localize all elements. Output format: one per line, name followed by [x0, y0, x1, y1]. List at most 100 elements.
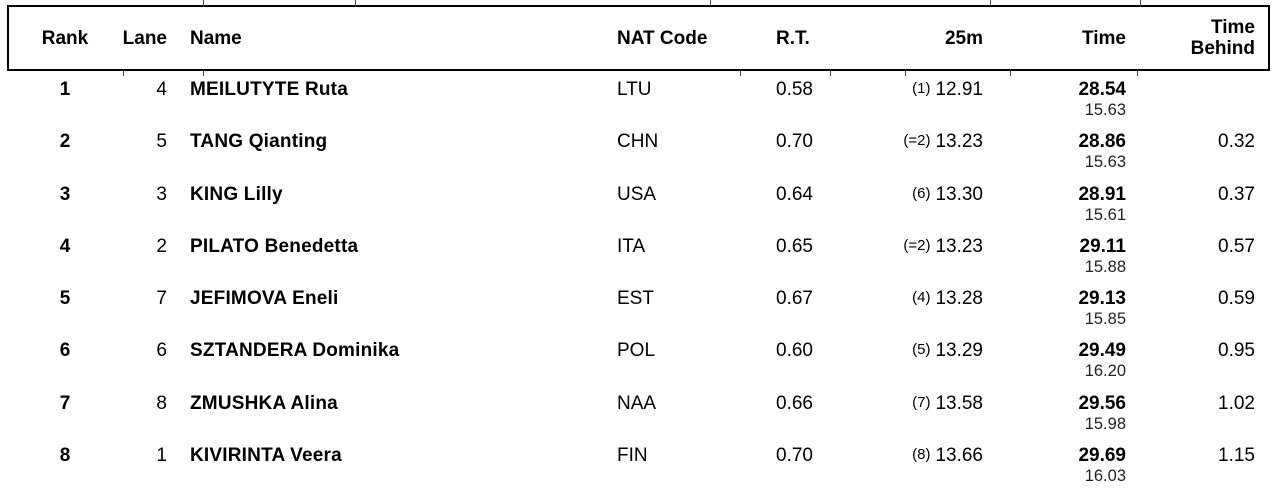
time-behind-cell: 1.02: [1218, 392, 1255, 414]
col-time-behind-label: Time Behind: [1126, 17, 1255, 59]
result-row: 2 5 TANG Qianting CHN 0.70 (=2) 13.23 28.…: [0, 132, 1255, 184]
final-time-cell: 28.54 15.63: [983, 80, 1126, 119]
reaction-time-cell: 0.70: [776, 131, 813, 153]
nat-code-cell: ITA: [617, 235, 646, 257]
col-nat-code-label: NAT Code: [617, 27, 708, 49]
lane-cell: 4: [156, 79, 167, 100]
time-behind-cell: 0.57: [1218, 235, 1255, 257]
reaction-time-cell: 0.60: [776, 340, 813, 362]
swimmer-name-cell: KING Lilly: [190, 183, 283, 205]
25m-rank-position: (=2): [903, 236, 931, 254]
swimmer-name-cell: TANG Qianting: [190, 131, 328, 153]
second-lap-split: 15.61: [1084, 205, 1126, 224]
column-tick: [990, 0, 991, 6]
nat-code-cell: CHN: [617, 131, 659, 153]
final-time: 29.13: [1078, 288, 1126, 310]
25m-time: 13.66: [935, 445, 983, 467]
second-lap-split: 15.63: [1084, 101, 1126, 119]
25m-time: 13.23: [935, 235, 983, 257]
lane-cell: 2: [156, 235, 167, 257]
swimmer-name-cell: JEFIMOVA Eneli: [190, 288, 339, 310]
header-row: Rank Lane Name NAT Code R.T. 25m Time Ti…: [0, 5, 1255, 71]
25m-time: 13.58: [935, 392, 983, 414]
header-border-box: [7, 5, 1270, 71]
column-tick: [1140, 0, 1141, 6]
final-time: 29.11: [1079, 235, 1127, 257]
swimmer-name-cell: MEILUTYTE Ruta: [190, 79, 348, 100]
col-25m-label: 25m: [944, 27, 983, 49]
column-tick: [1010, 70, 1011, 76]
25m-split-cell: (8) 13.66: [860, 446, 983, 467]
rank-cell: 4: [59, 235, 71, 257]
25m-split-cell: (=2) 13.23: [860, 235, 983, 258]
column-tick: [203, 0, 204, 6]
results-body: 1 4 MEILUTYTE Ruta LTU 0.58 (1) 12.91 28.…: [0, 80, 1255, 498]
reaction-time-cell: 0.58: [776, 79, 813, 100]
final-time: 28.91: [1078, 183, 1126, 205]
rank-cell: 6: [59, 340, 71, 362]
25m-rank-position: (5): [912, 341, 931, 359]
25m-split-cell: (4) 13.28: [860, 289, 983, 310]
reaction-time-cell: 0.70: [776, 445, 813, 467]
25m-split-cell: (6) 13.30: [860, 183, 983, 206]
final-time: 28.54: [1078, 79, 1126, 100]
final-time-cell: 29.69 16.03: [983, 446, 1126, 485]
result-row: 3 3 KING Lilly USA 0.64 (6) 13.30 28.91 1…: [0, 183, 1255, 237]
final-time: 29.69: [1078, 445, 1126, 467]
final-time-cell: 29.13 15.85: [983, 289, 1126, 328]
reaction-time-cell: 0.67: [776, 288, 813, 310]
25m-split-cell: (5) 13.29: [860, 341, 983, 362]
lane-cell: 5: [156, 131, 167, 153]
25m-time: 12.91: [935, 79, 983, 100]
column-tick: [203, 70, 204, 76]
25m-rank-position: (4): [912, 289, 931, 307]
second-lap-split: 16.20: [1084, 362, 1126, 381]
reaction-time-cell: 0.64: [776, 183, 813, 205]
col-rank-label: Rank: [41, 27, 89, 49]
second-lap-split: 15.98: [1084, 414, 1126, 433]
reaction-time-cell: 0.66: [776, 392, 813, 414]
column-tick: [355, 0, 356, 6]
lane-cell: 6: [156, 340, 167, 362]
lane-cell: 3: [156, 183, 167, 205]
swimmer-name-cell: ZMUSHKA Alina: [190, 392, 338, 414]
column-tick: [710, 0, 711, 6]
25m-rank-position: (8): [912, 446, 931, 464]
lane-cell: 8: [156, 392, 167, 414]
25m-rank-position: (7): [912, 393, 931, 411]
col-time-label: Time: [1081, 27, 1126, 49]
result-row: 7 8 ZMUSHKA Alina NAA 0.66 (7) 13.58 29.5…: [0, 392, 1255, 446]
result-row: 8 1 KIVIRINTA Veera FIN 0.70 (8) 13.66 29…: [0, 446, 1255, 498]
rank-cell: 5: [59, 288, 71, 310]
swimmer-name-cell: SZTANDERA Dominika: [190, 340, 400, 362]
time-behind-cell: 0.37: [1218, 183, 1255, 205]
25m-time: 13.28: [935, 288, 983, 310]
time-behind-cell: 0.59: [1218, 288, 1255, 310]
result-row: 1 4 MEILUTYTE Ruta LTU 0.58 (1) 12.91 28.…: [0, 80, 1255, 132]
nat-code-cell: FIN: [617, 445, 648, 467]
lane-cell: 1: [156, 445, 167, 467]
second-lap-split: 16.03: [1084, 467, 1126, 486]
25m-time: 13.30: [935, 183, 983, 205]
rank-cell: 7: [59, 392, 71, 414]
col-rt-label: R.T.: [776, 27, 810, 49]
second-lap-split: 15.85: [1084, 310, 1126, 329]
col-time-behind-line2: Behind: [1190, 38, 1255, 59]
nat-code-cell: EST: [617, 288, 654, 310]
col-name-label: Name: [190, 27, 242, 49]
second-lap-split: 15.63: [1084, 153, 1126, 172]
25m-time: 13.29: [935, 340, 983, 362]
nat-code-cell: POL: [617, 340, 656, 362]
col-time-behind-line1: Time: [1210, 17, 1255, 38]
25m-time: 13.23: [935, 131, 983, 153]
second-lap-split: 15.88: [1084, 257, 1126, 276]
col-lane-label: Lane: [122, 27, 167, 49]
final-time-cell: 29.11 15.88: [983, 235, 1127, 276]
final-time: 29.56: [1078, 392, 1126, 414]
25m-split-cell: (7) 13.58: [860, 392, 983, 415]
rank-cell: 3: [59, 183, 71, 205]
swimmer-name-cell: PILATO Benedetta: [190, 235, 359, 257]
column-tick: [740, 70, 741, 76]
time-behind-cell: 1.15: [1218, 445, 1255, 467]
